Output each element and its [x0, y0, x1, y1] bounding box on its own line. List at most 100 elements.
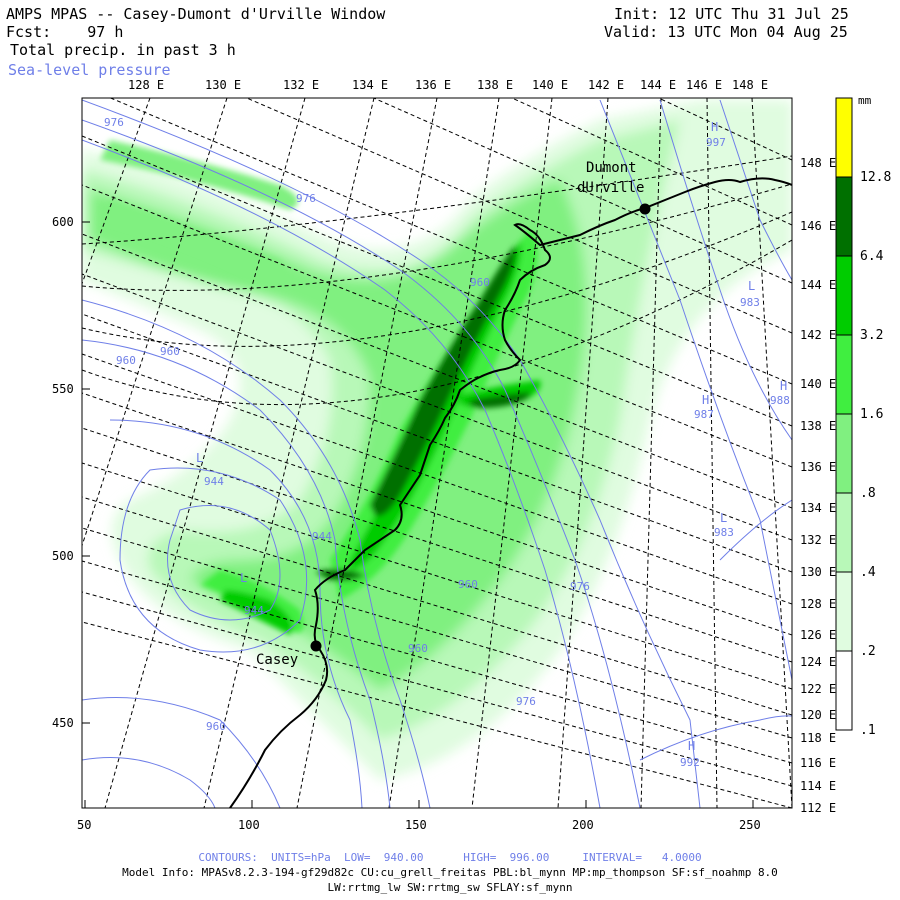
graticule-line: [82, 527, 792, 739]
top-lon-tick: 136 E: [415, 78, 451, 92]
pressure-centers: H L L H H L L H: [196, 120, 787, 753]
meridian-line: [104, 98, 306, 808]
right-lon-tick: 120 E: [800, 708, 836, 722]
graticule-line: [82, 233, 792, 509]
field-name: Total precip. in past 3 h: [10, 41, 236, 59]
colorbar-box: [835, 492, 853, 573]
pressure-label: 976: [104, 116, 124, 129]
graticule-line: [82, 427, 792, 663]
right-lon-tick: 112 E: [800, 801, 836, 815]
colorbar-level: .8: [860, 486, 876, 501]
colorbar-level: 1.6: [860, 407, 883, 422]
colorbar-box: [835, 650, 853, 731]
graticule-line: [510, 98, 792, 226]
colorbar-level: 12.8: [860, 170, 891, 185]
left-grid-tick: 450: [52, 716, 74, 730]
pressure-label: 983: [714, 526, 734, 539]
meridian-line: [82, 98, 228, 548]
pressure-label: 988: [770, 394, 790, 407]
parallel-line: [82, 239, 792, 406]
bottom-grid-tick: 50: [77, 818, 91, 832]
forecast-hour: Fcst: 97 h: [6, 23, 124, 41]
colorbar-level: .2: [860, 644, 876, 659]
pressure-label: 960: [160, 345, 180, 358]
left-grid-tick: 500: [52, 549, 74, 563]
meridian-line: [640, 98, 662, 808]
pressure-label: 960: [116, 354, 136, 367]
top-lon-tick: 134 E: [352, 78, 388, 92]
graticule-line: [245, 98, 792, 334]
top-lon-tick: 130 E: [205, 78, 241, 92]
map-frame: [82, 98, 792, 808]
meridian-line: [203, 98, 375, 808]
left-grid-tick: 550: [52, 382, 74, 396]
right-lon-tick: 146 E: [800, 219, 836, 233]
pressure-label: 983: [740, 296, 760, 309]
parallel-line: [82, 155, 792, 245]
parallel-line: [82, 211, 792, 347]
meridian-line: [471, 98, 553, 808]
model-info: Model Info: MPASv8.2.3-194-gf29d82c CU:c…: [122, 866, 778, 879]
right-lon-tick: 118 E: [800, 731, 836, 745]
graticule-line: [82, 462, 792, 690]
high-marker: H: [688, 739, 695, 753]
pressure-labels: 976 976 960 960 944 944 944 960 960 976 …: [104, 116, 790, 769]
pressure-label: 997: [706, 136, 726, 149]
low-marker: L: [720, 511, 727, 525]
pressure-label: 987: [694, 408, 714, 421]
pressure-label: 976: [570, 580, 590, 593]
top-lon-tick: 142 E: [588, 78, 624, 92]
graticule: [82, 98, 792, 808]
pressure-label: 944: [312, 530, 332, 543]
colorbar-box: [835, 334, 853, 415]
dumont-durville-station-dot: [639, 203, 651, 215]
overlay-name: Sea-level pressure: [8, 61, 171, 79]
low-marker: L: [196, 451, 203, 465]
right-lon-tick: 142 E: [800, 328, 836, 342]
right-lon-tick: 148 E: [800, 156, 836, 170]
pressure-label: 976: [296, 192, 316, 205]
map-border: [81, 97, 793, 809]
graticule-line: [82, 392, 792, 636]
right-lon-tick: 124 E: [800, 655, 836, 669]
meridian-line: [82, 98, 151, 286]
right-lon-tick: 126 E: [800, 628, 836, 642]
colorbar: mm 12.8 6.4 3.2 1.6 .8 .4 .2 .1: [835, 94, 891, 738]
graticule-line: [372, 98, 792, 284]
left-grid-ticks: 600 550 500 450: [52, 215, 90, 730]
right-lon-tick: 136 E: [800, 460, 836, 474]
colorbar-level: 6.4: [860, 249, 884, 264]
colorbar-unit: mm: [858, 94, 872, 107]
station-label-casey: Casey: [256, 652, 298, 668]
top-lon-tick: 128 E: [128, 78, 164, 92]
graticule-line: [109, 98, 792, 385]
meridian-line: [388, 98, 500, 808]
casey-station-dot: [310, 640, 322, 652]
pressure-label: 944: [204, 475, 224, 488]
right-lon-tick: 114 E: [800, 779, 836, 793]
graticule-line: [82, 621, 792, 808]
low-marker: L: [748, 279, 755, 293]
coastline: [229, 177, 792, 808]
right-lon-ticks: 148 E 146 E 144 E 142 E 140 E 138 E 136 E 134 E…: [800, 156, 836, 815]
init-time: Init: 12 UTC Thu 31 Jul 25: [614, 5, 849, 23]
colorbar-box: [835, 571, 853, 652]
graticule-line: [82, 591, 792, 787]
bottom-grid-tick: 250: [739, 818, 761, 832]
top-lon-tick: 138 E: [477, 78, 513, 92]
top-lon-ticks: 128 E 130 E 132 E 134 E 136 E 138 E 140 …: [128, 78, 768, 92]
colorbar-box: [835, 255, 853, 336]
model-info-physics: LW:rrtmg_lw SW:rrtmg_sw SFLAY:sf_mynn: [327, 881, 573, 894]
bottom-grid-tick: 150: [405, 818, 427, 832]
pressure-label: 976: [516, 695, 536, 708]
top-lon-tick: 140 E: [532, 78, 568, 92]
high-marker: H: [711, 120, 718, 134]
low-marker: L: [240, 571, 247, 585]
right-lon-tick: 122 E: [800, 682, 836, 696]
right-lon-tick: 130 E: [800, 565, 836, 579]
top-lon-tick: 144 E: [640, 78, 676, 92]
right-lon-tick: 144 E: [800, 278, 836, 292]
colorbar-level: .4: [860, 565, 876, 580]
colorbar-box: [835, 413, 853, 494]
